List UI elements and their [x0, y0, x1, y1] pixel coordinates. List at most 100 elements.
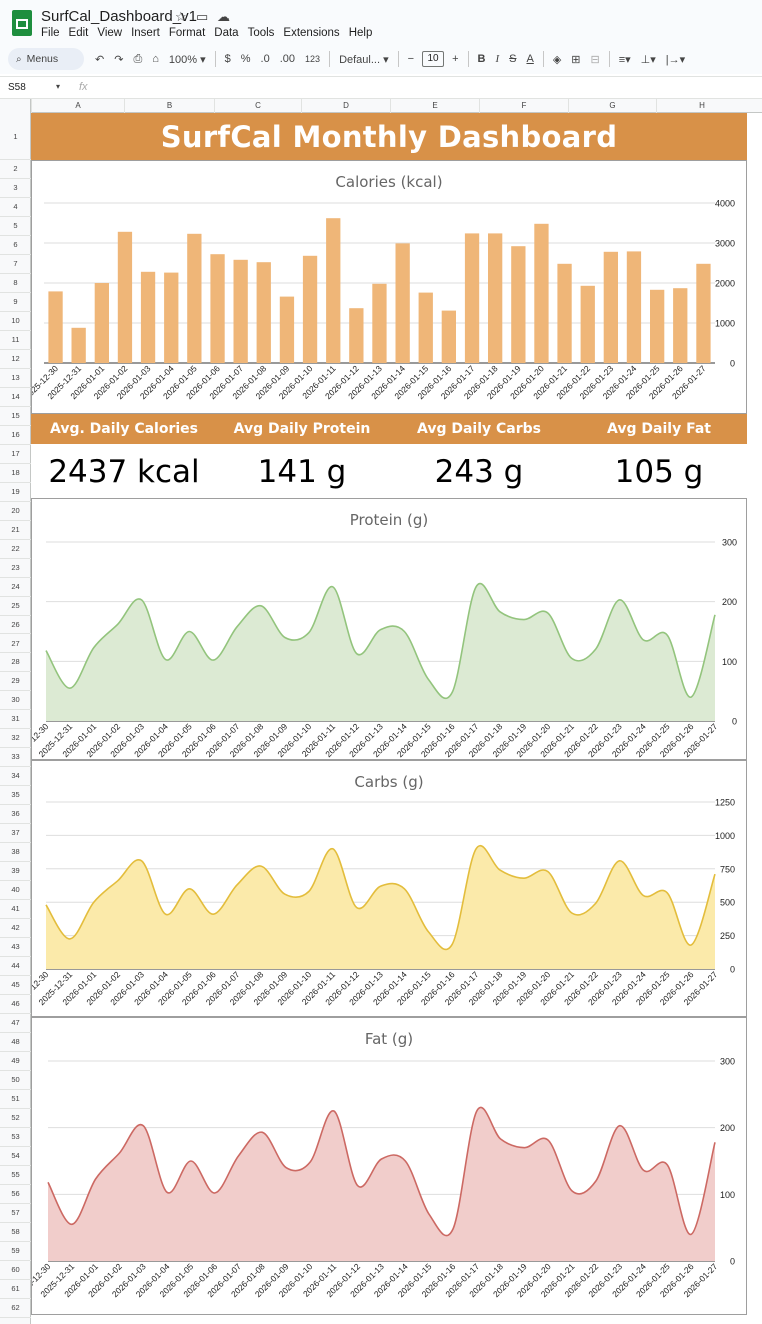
- menu-data[interactable]: Data: [214, 27, 239, 39]
- number-format-button[interactable]: 123: [305, 54, 321, 64]
- paint-format-icon[interactable]: ⌂: [152, 53, 159, 65]
- strikethrough-button[interactable]: S: [509, 53, 517, 65]
- row-header[interactable]: 29: [0, 672, 31, 692]
- row-header[interactable]: 62: [0, 1299, 31, 1318]
- row-header[interactable]: 40: [0, 881, 31, 901]
- row-header[interactable]: 37: [0, 824, 31, 844]
- align-icon[interactable]: ≡▾: [618, 53, 631, 66]
- row-header[interactable]: 12: [0, 350, 31, 369]
- row-header[interactable]: 36: [0, 805, 31, 825]
- carbs-chart[interactable]: Carbs (g) 0 250 500 750 1000 1250 2025-12-30 20…: [31, 760, 747, 1017]
- menus-search[interactable]: ⌕ Menus: [8, 48, 84, 70]
- row-header[interactable]: 19: [0, 483, 31, 502]
- row-header[interactable]: 9: [0, 293, 31, 312]
- row-header[interactable]: 42: [0, 919, 31, 939]
- document-title[interactable]: SurfCal_Dashboard_v1: [41, 8, 197, 25]
- row-header[interactable]: 14: [0, 388, 31, 407]
- bold-button[interactable]: B: [477, 53, 486, 65]
- column-header-h[interactable]: H: [656, 99, 747, 113]
- menu-help[interactable]: Help: [348, 27, 373, 39]
- cloud-status-icon[interactable]: ☁: [217, 9, 230, 24]
- row-header[interactable]: 48: [0, 1033, 31, 1053]
- row-header[interactable]: 54: [0, 1147, 31, 1166]
- menu-file[interactable]: File: [41, 27, 60, 39]
- column-header-g[interactable]: G: [568, 99, 656, 113]
- font-size-input[interactable]: 10: [422, 51, 445, 67]
- row-header[interactable]: 33: [0, 748, 31, 768]
- redo-icon[interactable]: ↷: [114, 53, 124, 66]
- row-header[interactable]: 21: [0, 521, 31, 540]
- text-color-button[interactable]: A: [526, 53, 534, 65]
- row-header[interactable]: 56: [0, 1185, 31, 1204]
- select-all-corner[interactable]: [0, 99, 31, 113]
- row-header[interactable]: 13: [0, 369, 31, 388]
- row-header[interactable]: 30: [0, 691, 31, 711]
- row-header[interactable]: 44: [0, 957, 31, 977]
- row-header[interactable]: 6: [0, 236, 31, 255]
- column-header-e[interactable]: E: [390, 99, 479, 113]
- font-size-increase-button[interactable]: +: [452, 53, 459, 65]
- row-header[interactable]: 58: [0, 1223, 31, 1242]
- row-header[interactable]: 3: [0, 179, 31, 198]
- row-header[interactable]: 25: [0, 597, 31, 616]
- row-header[interactable]: 61: [0, 1280, 31, 1299]
- row-header[interactable]: 46: [0, 995, 31, 1015]
- row-header[interactable]: 53: [0, 1128, 31, 1147]
- row-header[interactable]: 41: [0, 900, 31, 920]
- row-header[interactable]: 60: [0, 1261, 31, 1280]
- row-header[interactable]: 57: [0, 1204, 31, 1223]
- column-header-c[interactable]: C: [214, 99, 301, 113]
- column-header-d[interactable]: D: [301, 99, 390, 113]
- row-header[interactable]: 51: [0, 1090, 31, 1109]
- merge-cells-icon[interactable]: ⊟: [590, 53, 600, 66]
- star-icon[interactable]: ☆: [175, 9, 187, 24]
- row-header[interactable]: 7: [0, 255, 31, 274]
- row-header[interactable]: 26: [0, 616, 31, 635]
- calories-chart[interactable]: Calories (kcal) 0 1000 2000 3000 4000 2025-12…: [31, 160, 747, 414]
- increase-decimal-button[interactable]: .00: [279, 53, 296, 65]
- currency-format-button[interactable]: $: [224, 53, 231, 65]
- row-header[interactable]: 55: [0, 1166, 31, 1185]
- italic-button[interactable]: I: [495, 53, 500, 65]
- row-header[interactable]: 20: [0, 502, 31, 521]
- menu-tools[interactable]: Tools: [247, 27, 275, 39]
- fill-color-icon[interactable]: ◈: [552, 53, 562, 66]
- print-icon[interactable]: ⎙: [133, 52, 143, 65]
- row-header[interactable]: 24: [0, 578, 31, 597]
- menu-format[interactable]: Format: [168, 27, 206, 39]
- font-select[interactable]: Defaul... ▾: [334, 53, 394, 66]
- column-header-b[interactable]: B: [124, 99, 214, 113]
- font-size-decrease-button[interactable]: −: [407, 53, 415, 65]
- borders-icon[interactable]: ⊞: [571, 53, 581, 66]
- row-header[interactable]: 59: [0, 1242, 31, 1261]
- menu-edit[interactable]: Edit: [68, 27, 89, 39]
- row-header[interactable]: 52: [0, 1109, 31, 1128]
- row-header[interactable]: 50: [0, 1071, 31, 1090]
- row-header[interactable]: 34: [0, 767, 31, 787]
- row-header[interactable]: 15: [0, 407, 31, 426]
- row-header[interactable]: 17: [0, 445, 31, 464]
- zoom-select[interactable]: 100% ▾: [164, 53, 211, 66]
- column-header-f[interactable]: F: [479, 99, 568, 113]
- chevron-down-icon[interactable]: ▾: [56, 82, 61, 91]
- column-header-a[interactable]: A: [31, 99, 124, 113]
- row-header[interactable]: 4: [0, 198, 31, 217]
- decrease-decimal-button[interactable]: .0: [260, 53, 270, 65]
- row-header[interactable]: 10: [0, 312, 31, 331]
- row-header[interactable]: 8: [0, 274, 31, 293]
- sheets-logo-icon[interactable]: [12, 10, 32, 36]
- row-header[interactable]: 23: [0, 559, 31, 578]
- row-header[interactable]: 16: [0, 426, 31, 445]
- menu-extensions[interactable]: Extensions: [283, 27, 340, 39]
- percent-format-button[interactable]: %: [240, 53, 251, 65]
- row-header[interactable]: 5: [0, 217, 31, 236]
- undo-icon[interactable]: ↶: [95, 53, 105, 66]
- row-header[interactable]: 45: [0, 976, 31, 996]
- text-wrap-icon[interactable]: |→▾: [665, 53, 686, 66]
- row-header[interactable]: 43: [0, 938, 31, 958]
- row-header[interactable]: 18: [0, 464, 31, 483]
- protein-chart[interactable]: Protein (g) 0 100 200 300 2025-12-30 2025-12-…: [31, 498, 747, 760]
- row-header[interactable]: 47: [0, 1014, 31, 1034]
- row-header[interactable]: 28: [0, 653, 31, 673]
- menu-view[interactable]: View: [97, 27, 123, 39]
